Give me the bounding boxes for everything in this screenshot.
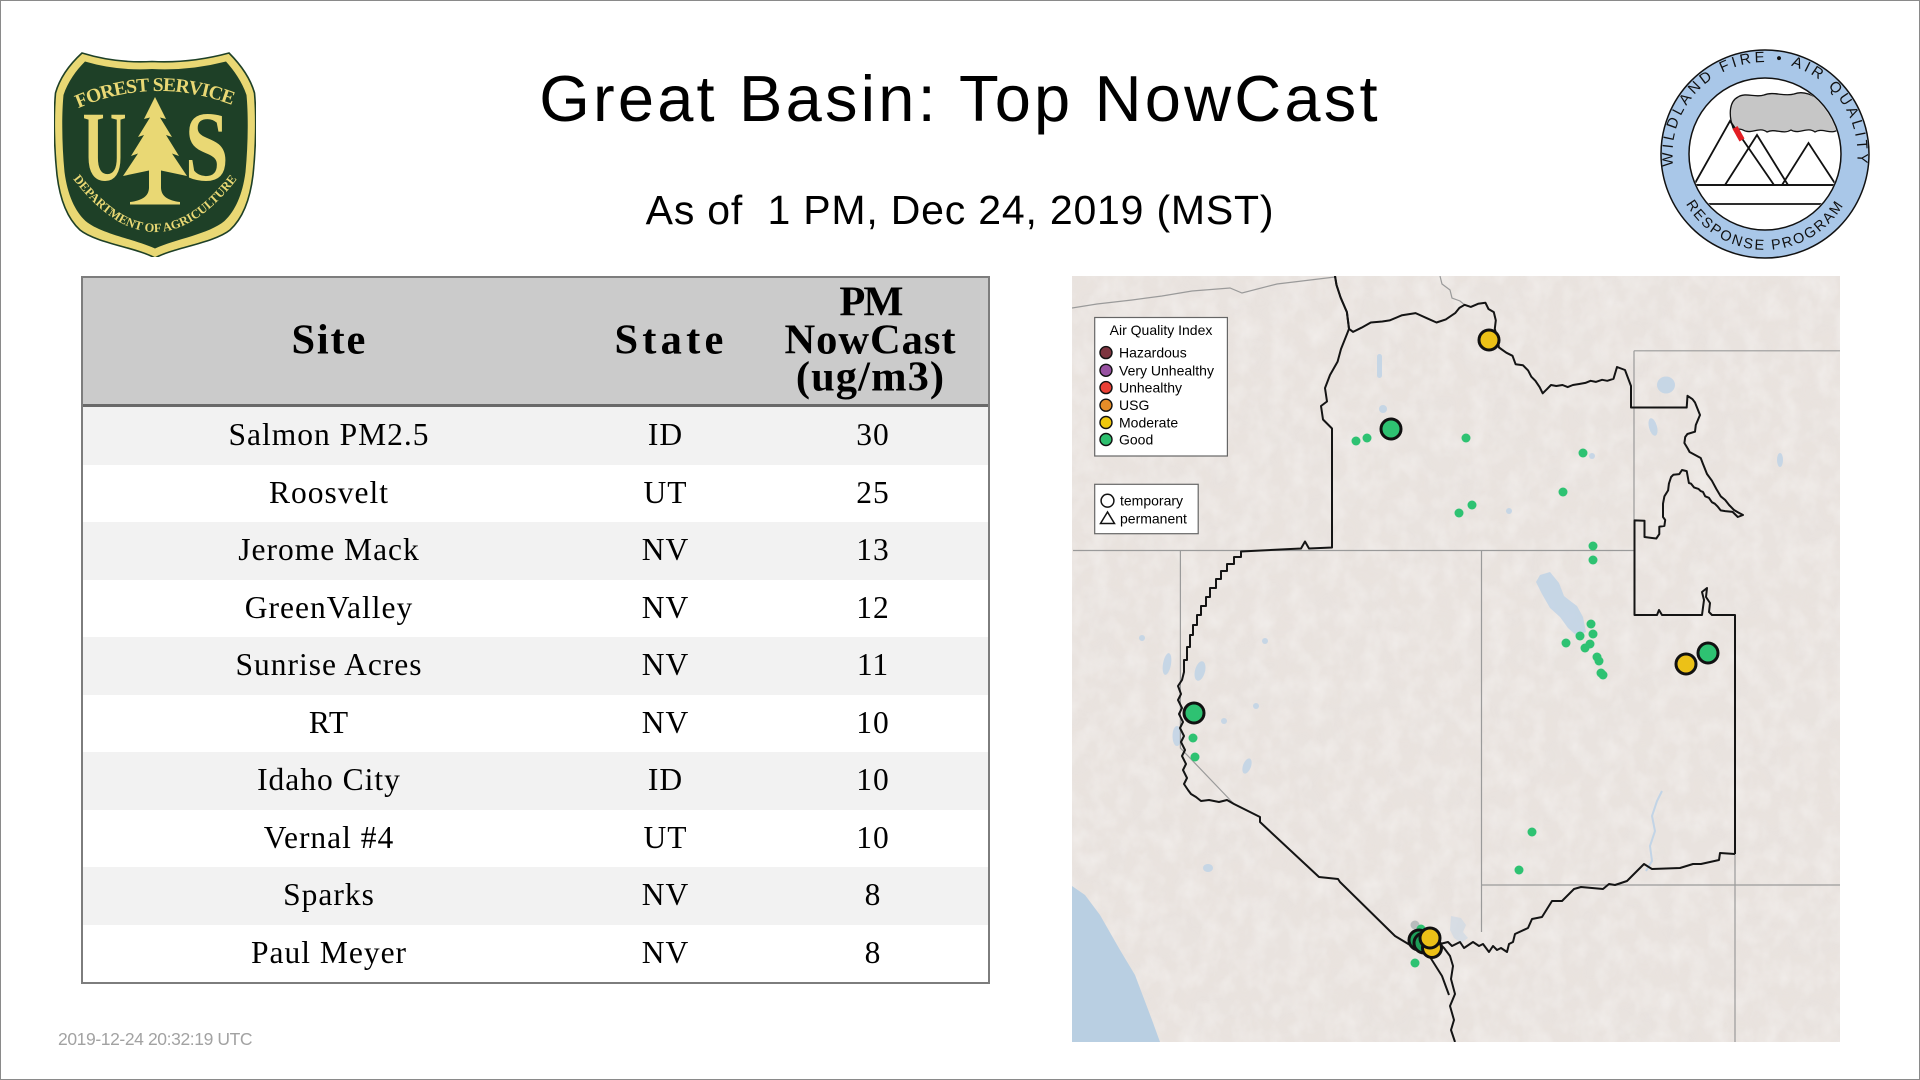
svg-text:permanent: permanent <box>1120 510 1187 526</box>
svg-text:Unhealthy: Unhealthy <box>1119 380 1182 396</box>
svg-text:temporary: temporary <box>1120 493 1183 509</box>
svg-text:U: U <box>83 91 127 202</box>
svg-text:Hazardous: Hazardous <box>1119 345 1187 361</box>
svg-text:Very Unhealthy: Very Unhealthy <box>1119 362 1214 378</box>
svg-text:Moderate: Moderate <box>1119 415 1178 431</box>
svg-text:Good: Good <box>1119 432 1153 448</box>
svg-text:USG: USG <box>1119 397 1149 413</box>
svg-text:Air Quality Index: Air Quality Index <box>1110 322 1213 338</box>
svg-text:S: S <box>185 91 229 202</box>
